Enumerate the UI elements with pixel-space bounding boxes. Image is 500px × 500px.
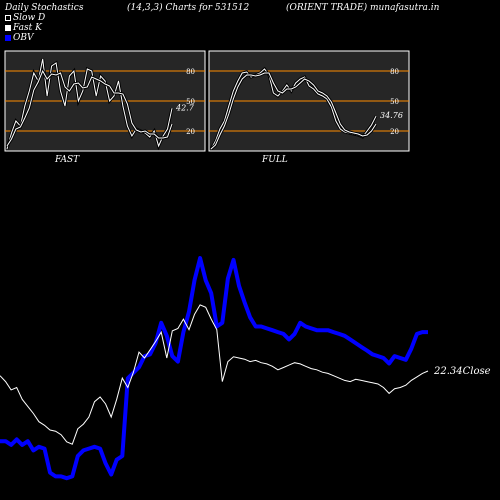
full-level-label-80: 80 <box>390 68 399 76</box>
chart-source: (ORIENT TRADE) munafasutra.in <box>286 3 440 13</box>
full-last-value: 34.76 <box>380 111 403 120</box>
legend-obv: OBV <box>5 33 34 43</box>
legend-label-slow-d: Slow D <box>13 13 46 23</box>
legend-label-obv: OBV <box>13 33 34 43</box>
legend-swatch-slow-d <box>5 14 11 21</box>
legend-swatch-fast-k <box>5 24 11 31</box>
obv-line <box>0 256 428 481</box>
close-last-number: 22.34 <box>433 366 463 377</box>
lower-chart: 22.34Close <box>0 256 491 481</box>
fast-level-label-20: 20 <box>186 128 195 136</box>
full-level-label-50: 50 <box>390 98 399 106</box>
fast-series-slow-d <box>6 69 173 147</box>
full-level-label-20: 20 <box>390 128 399 136</box>
close-last-value: 22.34Close <box>433 366 491 377</box>
legend-slow-d: Slow D <box>5 13 45 23</box>
full-panel: 80 50 20 34.76 FULL <box>208 50 410 165</box>
chart-symbol: (14,3,3) Charts for 531512 <box>127 3 250 13</box>
fast-level-label-80: 80 <box>186 68 195 76</box>
legend-swatch-obv <box>5 34 11 41</box>
fast-level-label-50: 50 <box>186 98 195 106</box>
fast-panel: 80 50 20 42.7 FAST <box>4 50 206 165</box>
full-series-slow-d <box>210 72 377 150</box>
legend-label-fast-k: Fast K <box>13 23 42 33</box>
fast-title: FAST <box>54 155 80 165</box>
chart-heading: Daily Stochastics <box>5 3 84 13</box>
legend-fast-k: Fast K <box>5 23 42 33</box>
full-title: FULL <box>261 155 288 165</box>
close-line <box>0 304 429 445</box>
fast-last-value: 42.7 <box>175 103 195 112</box>
close-series-label: Close <box>463 366 491 377</box>
